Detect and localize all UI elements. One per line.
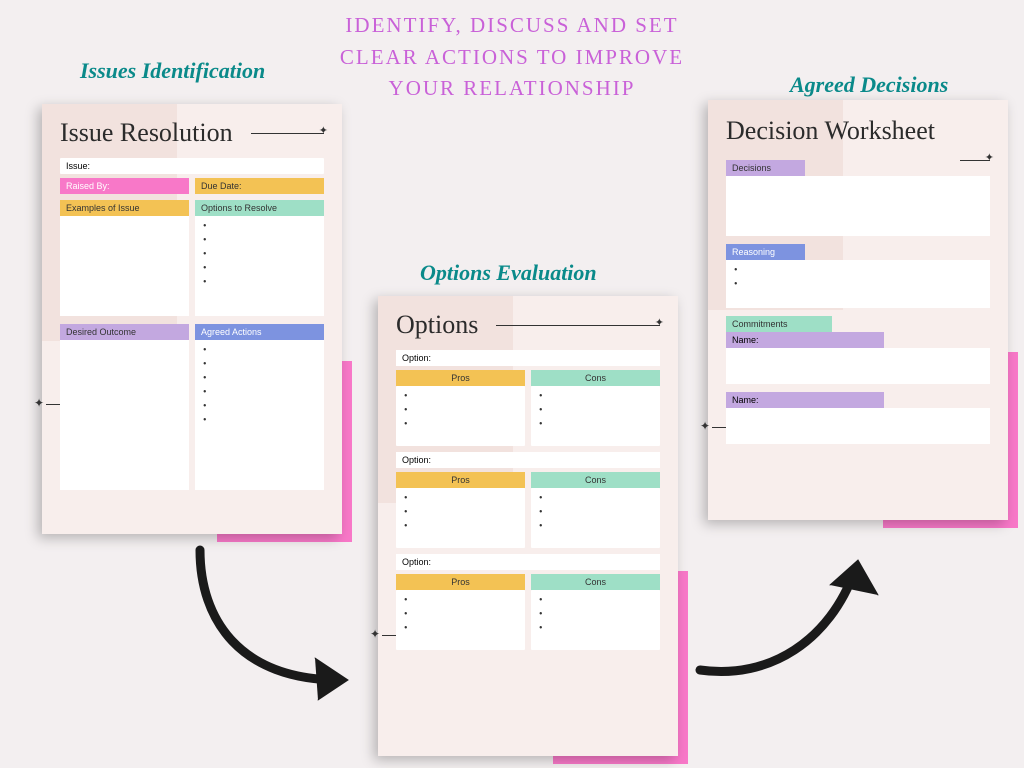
card-options: ✦ Options Option: Pros Cons Option: — [378, 296, 678, 756]
box-desired — [60, 340, 189, 490]
box-name-2 — [726, 408, 990, 444]
option3-label: Option: — [396, 554, 660, 570]
option2-label: Option: — [396, 452, 660, 468]
main-title: IDENTIFY, DISCUSS AND SET CLEAR ACTIONS … — [262, 10, 762, 105]
option-block-1: Option: Pros Cons — [396, 350, 660, 446]
card-issue-resolution: ✦ Issue Resolution Issue: Raised By: Due… — [42, 104, 342, 534]
card1-title: Issue Resolution — [60, 118, 324, 148]
label-cons-3: Cons — [531, 574, 660, 590]
label-pros-3: Pros — [396, 574, 525, 590]
card3-title: Decision Worksheet — [726, 114, 990, 148]
arrow-1-icon — [140, 540, 380, 720]
card3-title-text: Decision Worksheet — [726, 114, 935, 148]
label-issues-identification: Issues Identification — [80, 58, 265, 84]
box-cons-1 — [531, 386, 660, 446]
card-decision-worksheet: ✦ Decision Worksheet Decisions Reasoning… — [708, 100, 1008, 520]
label-due-date: Due Date: — [195, 178, 324, 194]
label-cons-2: Cons — [531, 472, 660, 488]
card2-title-text: Options — [396, 310, 478, 340]
card2-title: Options — [396, 310, 660, 340]
main-title-line3: YOUR RELATIONSHIP — [262, 73, 762, 105]
label-decisions: Decisions — [726, 160, 805, 176]
label-options-evaluation: Options Evaluation — [420, 260, 597, 286]
label-pros-1: Pros — [396, 370, 525, 386]
label-options-resolve: Options to Resolve — [195, 200, 324, 216]
label-name-2: Name: — [726, 392, 884, 408]
box-options-resolve — [195, 216, 324, 316]
label-agreed-decisions: Agreed Decisions — [790, 72, 948, 98]
label-raised-by: Raised By: — [60, 178, 189, 194]
box-pros-1 — [396, 386, 525, 446]
box-cons-3 — [531, 590, 660, 650]
label-desired-outcome: Desired Outcome — [60, 324, 189, 340]
option1-label: Option: — [396, 350, 660, 366]
box-reasoning — [726, 260, 990, 308]
option-block-2: Option: Pros Cons — [396, 452, 660, 548]
label-name-1: Name: — [726, 332, 884, 348]
card1-title-text: Issue Resolution — [60, 118, 233, 148]
main-title-line2: CLEAR ACTIONS TO IMPROVE — [262, 42, 762, 74]
box-pros-2 — [396, 488, 525, 548]
label-commitments: Commitments — [726, 316, 832, 332]
box-cons-2 — [531, 488, 660, 548]
label-agreed-actions: Agreed Actions — [195, 324, 324, 340]
arrow-2-icon — [680, 540, 900, 700]
box-examples — [60, 216, 189, 316]
box-decisions — [726, 176, 990, 236]
option-block-3: Option: Pros Cons — [396, 554, 660, 650]
field-issue: Issue: — [60, 158, 324, 174]
label-cons-1: Cons — [531, 370, 660, 386]
box-name-1 — [726, 348, 990, 384]
main-title-line1: IDENTIFY, DISCUSS AND SET — [262, 10, 762, 42]
label-examples: Examples of Issue — [60, 200, 189, 216]
label-pros-2: Pros — [396, 472, 525, 488]
box-agreed-actions — [195, 340, 324, 490]
box-pros-3 — [396, 590, 525, 650]
label-reasoning: Reasoning — [726, 244, 805, 260]
